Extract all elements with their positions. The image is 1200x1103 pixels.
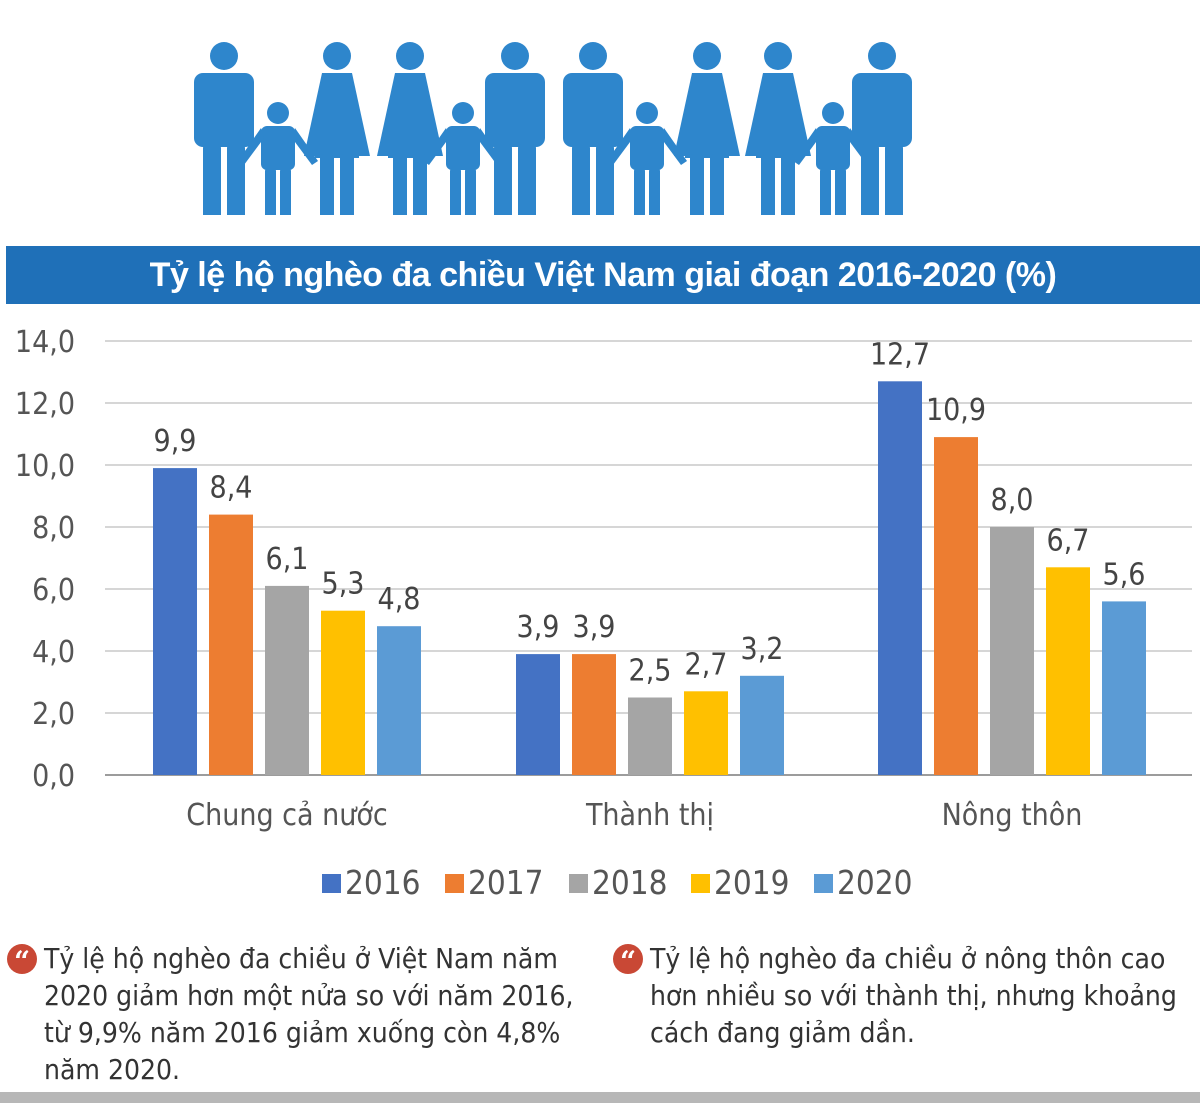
bar-2018-0 bbox=[265, 585, 309, 775]
y-axis: 0,0 2,0 4,0 6,0 8,0 10,0 12,0 14,0 bbox=[15, 325, 75, 794]
woman-icon bbox=[377, 42, 443, 215]
data-label: 5,3 bbox=[322, 567, 365, 602]
note-right-text: Tỷ lệ hộ nghèo đa chiều ở nông thôn cao … bbox=[650, 942, 1177, 1049]
legend-swatch-2016 bbox=[322, 874, 341, 893]
legend-swatch-2018 bbox=[569, 874, 588, 893]
legend-swatch-2020 bbox=[814, 874, 833, 893]
data-label: 6,1 bbox=[266, 542, 309, 577]
data-label: 3,9 bbox=[573, 610, 616, 645]
woman-icon bbox=[674, 42, 740, 215]
y-tick-label: 10,0 bbox=[15, 449, 75, 484]
y-tick-label: 4,0 bbox=[32, 635, 75, 670]
svg-text:“: “ bbox=[14, 945, 30, 974]
man-icon bbox=[852, 42, 912, 215]
data-labels: 9,9 8,4 6,1 5,3 4,8 3,9 3,9 2,5 2,7 3,2 12,7 10,9 8,… bbox=[154, 337, 1146, 688]
data-label: 3,2 bbox=[741, 632, 784, 667]
bar-2017-0 bbox=[209, 514, 253, 775]
bar-2018-1 bbox=[628, 697, 672, 775]
data-label: 8,4 bbox=[210, 471, 253, 506]
legend-label: 2019 bbox=[714, 863, 790, 902]
data-label: 8,0 bbox=[991, 483, 1034, 518]
bar-2020-1 bbox=[740, 675, 784, 775]
y-tick-label: 2,0 bbox=[32, 697, 75, 732]
y-tick-label: 12,0 bbox=[15, 387, 75, 422]
quote-icon: “ bbox=[7, 944, 37, 974]
data-label: 3,9 bbox=[517, 610, 560, 645]
bars bbox=[153, 381, 1146, 775]
bottom-rule bbox=[0, 1092, 1200, 1103]
bar-chart: 0,0 2,0 4,0 6,0 8,0 10,0 12,0 14,0 9,9 8,4 6,1 5,3… bbox=[15, 325, 1192, 902]
y-tick-label: 8,0 bbox=[32, 511, 75, 546]
family-illustration bbox=[194, 42, 912, 215]
y-tick-label: 6,0 bbox=[32, 573, 75, 608]
data-label: 2,7 bbox=[685, 647, 728, 682]
man-icon bbox=[563, 42, 623, 215]
x-tick-label: Thành thị bbox=[585, 798, 714, 833]
legend-label: 2017 bbox=[468, 863, 544, 902]
bar-2017-2 bbox=[934, 437, 978, 775]
legend-swatch-2019 bbox=[691, 874, 710, 893]
legend-label: 2018 bbox=[592, 863, 668, 902]
bar-2019-2 bbox=[1046, 567, 1090, 775]
bar-2019-0 bbox=[321, 610, 365, 775]
chart-title: Tỷ lệ hộ nghèo đa chiều Việt Nam giai đo… bbox=[149, 255, 1057, 294]
chart-title-bar: Tỷ lệ hộ nghèo đa chiều Việt Nam giai đo… bbox=[6, 246, 1200, 304]
data-label: 4,8 bbox=[378, 582, 421, 617]
bar-2020-2 bbox=[1102, 601, 1146, 775]
family-icons bbox=[194, 42, 912, 215]
woman-icon bbox=[745, 42, 811, 215]
data-label: 2,5 bbox=[629, 654, 672, 689]
woman-icon bbox=[304, 42, 370, 215]
bar-2019-1 bbox=[684, 691, 728, 775]
x-tick-label: Chung cả nước bbox=[186, 798, 387, 833]
legend-label: 2016 bbox=[345, 863, 421, 902]
data-label: 9,9 bbox=[154, 424, 197, 459]
data-label: 5,6 bbox=[1103, 557, 1146, 592]
x-axis: Chung cả nước Thành thị Nông thôn bbox=[186, 798, 1082, 833]
man-icon bbox=[485, 42, 545, 215]
quote-icon: “ bbox=[613, 944, 643, 974]
y-tick-label: 14,0 bbox=[15, 325, 75, 360]
legend: 2016 2017 2018 2019 2020 bbox=[322, 863, 913, 902]
note-right: “ Tỷ lệ hộ nghèo đa chiều ở nông thôn ca… bbox=[612, 940, 1192, 1051]
legend-swatch-2017 bbox=[445, 874, 464, 893]
man-icon bbox=[194, 42, 254, 215]
note-left-text: Tỷ lệ hộ nghèo đa chiều ở Việt Nam năm 2… bbox=[44, 942, 574, 1086]
bar-2016-2 bbox=[878, 381, 922, 775]
legend-label: 2020 bbox=[837, 863, 913, 902]
bar-2016-0 bbox=[153, 468, 197, 775]
bar-2018-2 bbox=[990, 527, 1034, 775]
y-tick-label: 0,0 bbox=[32, 759, 75, 794]
data-label: 12,7 bbox=[870, 337, 930, 372]
note-left: “ Tỷ lệ hộ nghèo đa chiều ở Việt Nam năm… bbox=[6, 940, 586, 1088]
bar-2020-0 bbox=[377, 626, 421, 775]
bar-2017-1 bbox=[572, 654, 616, 775]
data-label: 10,9 bbox=[926, 393, 986, 428]
svg-text:“: “ bbox=[620, 945, 636, 974]
data-label: 6,7 bbox=[1047, 523, 1090, 558]
bar-2016-1 bbox=[516, 654, 560, 775]
x-tick-label: Nông thôn bbox=[942, 798, 1083, 833]
